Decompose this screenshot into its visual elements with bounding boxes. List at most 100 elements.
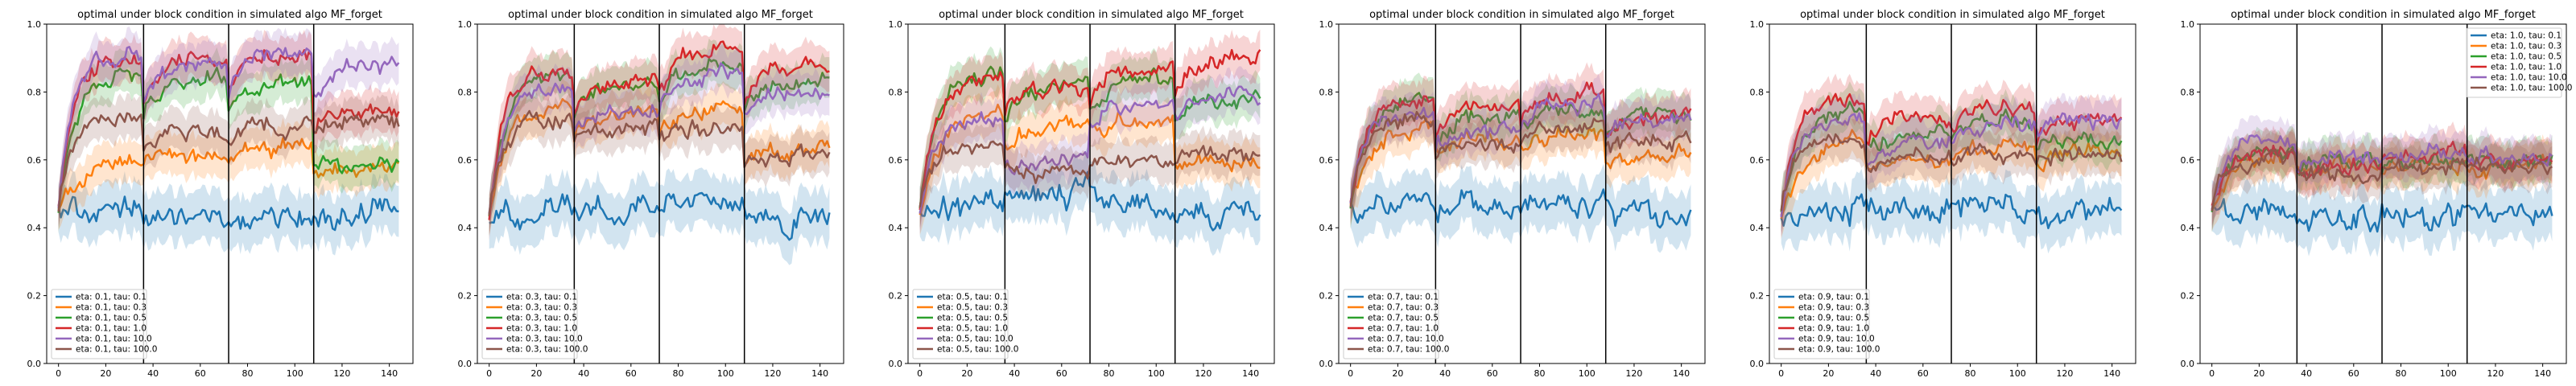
x-tick-label: 140 [1673,368,1690,379]
x-tick-label: 140 [1242,368,1259,379]
x-tick-label: 140 [2103,368,2120,379]
y-tick-label: 0.4 [27,223,42,233]
legend-entry: eta: 0.1, tau: 0.5 [76,314,147,323]
chart-panel-5: optimal under block condition in simulat… [1750,9,2136,379]
x-tick-label: 100 [287,368,303,379]
y-tick-label: 0.6 [889,155,903,166]
legend-box [912,289,1009,359]
x-tick-label: 80 [2396,368,2407,379]
chart-title: optimal under block condition in simulat… [508,9,813,21]
chart-title: optimal under block condition in simulat… [939,9,1244,21]
y-tick-label: 0.2 [458,291,473,302]
legend-entry: eta: 0.5, tau: 1.0 [937,324,1008,334]
legend-entry: eta: 0.1, tau: 100.0 [76,345,157,355]
y-tick-label: 0.8 [1319,87,1334,97]
x-tick-label: 0 [486,368,492,379]
legend-entry: eta: 0.5, tau: 10.0 [937,335,1013,344]
x-tick-label: 20 [961,368,972,379]
legend-entry: eta: 0.7, tau: 0.1 [1368,293,1439,302]
legend-box [51,289,147,359]
y-tick-label: 0.4 [2181,223,2195,233]
x-tick-label: 120 [333,368,350,379]
x-tick-label: 60 [1918,368,1929,379]
y-tick-label: 1.0 [1319,19,1334,30]
x-tick-label: 0 [1778,368,1784,379]
x-tick-label: 60 [195,368,206,379]
y-tick-label: 0.2 [1319,291,1334,302]
axes-frame [477,23,844,364]
x-tick-label: 100 [2009,368,2026,379]
x-tick-label: 120 [1195,368,1212,379]
y-tick-label: 0.4 [458,223,473,233]
x-tick-label: 80 [1965,368,1976,379]
y-tick-label: 0.8 [889,87,903,97]
y-tick-label: 1.0 [27,19,42,30]
x-tick-label: 20 [2253,368,2264,379]
confidence-band [58,47,399,233]
legend-entry: eta: 0.9, tau: 0.5 [1798,314,1869,323]
y-tick-label: 0.0 [458,359,473,369]
x-tick-label: 60 [625,368,637,379]
x-tick-label: 40 [1870,368,1881,379]
y-tick-label: 0.6 [27,155,42,166]
legend-entry: eta: 0.7, tau: 10.0 [1368,335,1444,344]
y-tick-label: 0.0 [889,359,903,369]
y-tick-label: 0.8 [458,87,473,97]
y-tick-label: 0.6 [2181,155,2195,166]
x-tick-label: 100 [1579,368,1596,379]
y-tick-label: 0.0 [2181,359,2195,369]
x-tick-label: 140 [2534,368,2551,379]
x-tick-label: 60 [1487,368,1498,379]
legend-entry: eta: 0.3, tau: 1.0 [506,324,577,334]
legend-entry: eta: 0.3, tau: 0.5 [506,314,577,323]
legend-entry: eta: 0.7, tau: 1.0 [1368,324,1439,334]
y-tick-label: 0.0 [27,359,42,369]
x-tick-label: 40 [578,368,589,379]
axes-frame [2199,23,2567,364]
legend-entry: eta: 1.0, tau: 10.0 [2491,73,2567,83]
legend-entry: eta: 0.1, tau: 10.0 [76,335,152,344]
legend-entry: eta: 0.3, tau: 0.3 [506,303,577,313]
x-tick-label: 120 [1625,368,1642,379]
axes-frame [1769,23,2136,364]
legend-box [1773,289,1870,359]
y-tick-label: 0.2 [889,291,903,302]
x-tick-label: 20 [100,368,111,379]
legend-entry: eta: 0.9, tau: 10.0 [1798,335,1875,344]
legend-entry: eta: 0.5, tau: 0.5 [937,314,1008,323]
legend-entry: eta: 1.0, tau: 0.3 [2491,42,2562,51]
legend-box [481,289,578,359]
legend-entry: eta: 0.1, tau: 0.3 [76,303,147,313]
legend-entry: eta: 0.3, tau: 0.1 [506,293,577,302]
y-tick-label: 1.0 [889,19,903,30]
legend-box [2466,27,2562,98]
x-tick-label: 0 [56,368,61,379]
y-tick-label: 0.4 [1750,223,1765,233]
x-tick-label: 60 [2348,368,2359,379]
chart-panel-1: optimal under block condition in simulat… [27,9,414,379]
chart-title: optimal under block condition in simulat… [77,9,382,21]
x-tick-label: 140 [811,368,828,379]
legend-entry: eta: 0.5, tau: 0.3 [937,303,1008,313]
legend-entry: eta: 0.1, tau: 1.0 [76,324,147,334]
x-tick-label: 100 [1148,368,1165,379]
y-tick-label: 0.4 [1319,223,1334,233]
legend-entry: eta: 0.5, tau: 100.0 [937,345,1018,355]
chart-title: optimal under block condition in simulat… [1800,9,2105,21]
y-tick-label: 0.2 [1750,291,1765,302]
x-tick-label: 100 [2440,368,2457,379]
legend-entry: eta: 0.5, tau: 0.1 [937,293,1008,302]
legend-entry: eta: 1.0, tau: 0.5 [2491,52,2562,62]
legend-entry: eta: 0.9, tau: 0.3 [1798,303,1869,313]
x-tick-label: 80 [242,368,254,379]
chart-panel-4: optimal under block condition in simulat… [1319,9,1706,379]
y-tick-label: 0.2 [2181,291,2195,302]
axes-frame [1338,23,1706,364]
x-tick-label: 80 [673,368,684,379]
